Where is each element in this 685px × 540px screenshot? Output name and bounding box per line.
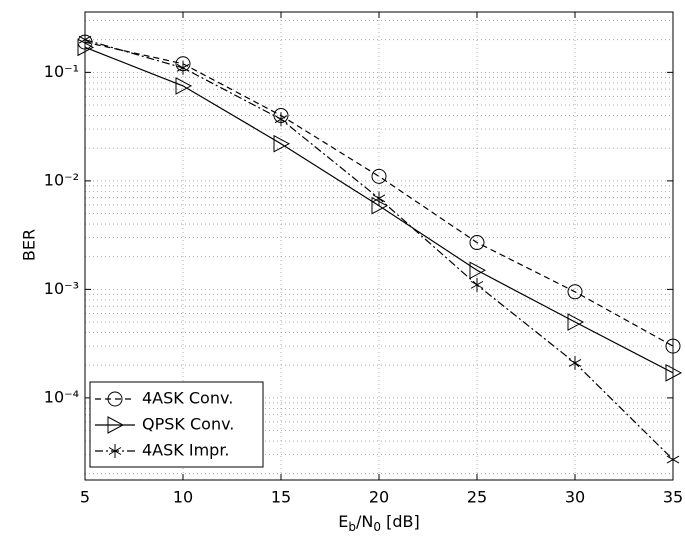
marker-shape — [78, 35, 92, 44]
x-tick-label: 5 — [80, 488, 90, 507]
marker — [108, 444, 122, 458]
marker — [78, 32, 92, 47]
marker — [469, 261, 487, 280]
x-tick-label: 10 — [173, 488, 193, 507]
marker-shape — [372, 194, 386, 203]
x-tick-label: 30 — [565, 488, 585, 507]
marker — [470, 277, 484, 292]
marker-shape — [274, 115, 288, 124]
x-tick-label: 25 — [467, 488, 487, 507]
x-axis-label-part: b — [348, 520, 356, 534]
marker — [666, 452, 680, 467]
y-tick-label: 10⁻² — [44, 170, 79, 189]
y-tick-label: 10⁻³ — [44, 279, 79, 298]
marker-shape — [469, 261, 487, 280]
x-axis-label-part: E — [338, 512, 348, 531]
marker-shape — [469, 235, 485, 251]
series-line — [84, 46, 674, 374]
marker-shape — [176, 63, 190, 72]
marker-shape — [568, 358, 582, 367]
marker — [567, 284, 583, 300]
marker — [568, 355, 582, 370]
marker — [372, 191, 386, 206]
y-tick-label: 10⁻¹ — [44, 62, 79, 81]
legend-label: 4ASK Impr. — [142, 441, 230, 460]
marker — [176, 60, 190, 75]
marker-shape — [107, 391, 123, 407]
marker — [371, 168, 387, 184]
marker — [107, 391, 123, 407]
marker — [107, 416, 125, 434]
marker-shape — [470, 280, 484, 289]
x-axis-label-part: /N — [356, 512, 373, 531]
marker-shape — [665, 338, 681, 354]
marker-shape — [666, 455, 680, 464]
x-axis-label: Eb/N0 [dB] — [338, 512, 419, 534]
marker — [274, 112, 288, 127]
marker-shape — [107, 416, 125, 434]
legend-label: 4ASK Conv. — [142, 389, 233, 408]
x-tick-label: 35 — [663, 488, 683, 507]
marker-shape — [108, 447, 122, 455]
x-tick-label: 20 — [369, 488, 389, 507]
x-axis-label-part: [dB] — [381, 512, 420, 531]
legend-label: QPSK Conv. — [142, 415, 234, 434]
marker — [273, 134, 291, 153]
marker-shape — [273, 134, 291, 153]
marker — [665, 364, 683, 382]
marker — [665, 338, 681, 354]
y-tick-label: 10⁻⁴ — [44, 387, 79, 406]
plot-frame — [84, 11, 674, 481]
marker-shape — [567, 313, 585, 331]
marker — [175, 77, 193, 95]
marker-shape — [665, 364, 683, 382]
y-axis-label: BER — [20, 229, 39, 261]
marker-shape — [567, 284, 583, 300]
marker-shape — [371, 168, 387, 184]
x-axis-label-part: 0 — [373, 520, 381, 534]
x-tick-label: 15 — [271, 488, 291, 507]
marker — [567, 313, 585, 331]
marker — [469, 235, 485, 251]
marker-shape — [175, 77, 193, 95]
